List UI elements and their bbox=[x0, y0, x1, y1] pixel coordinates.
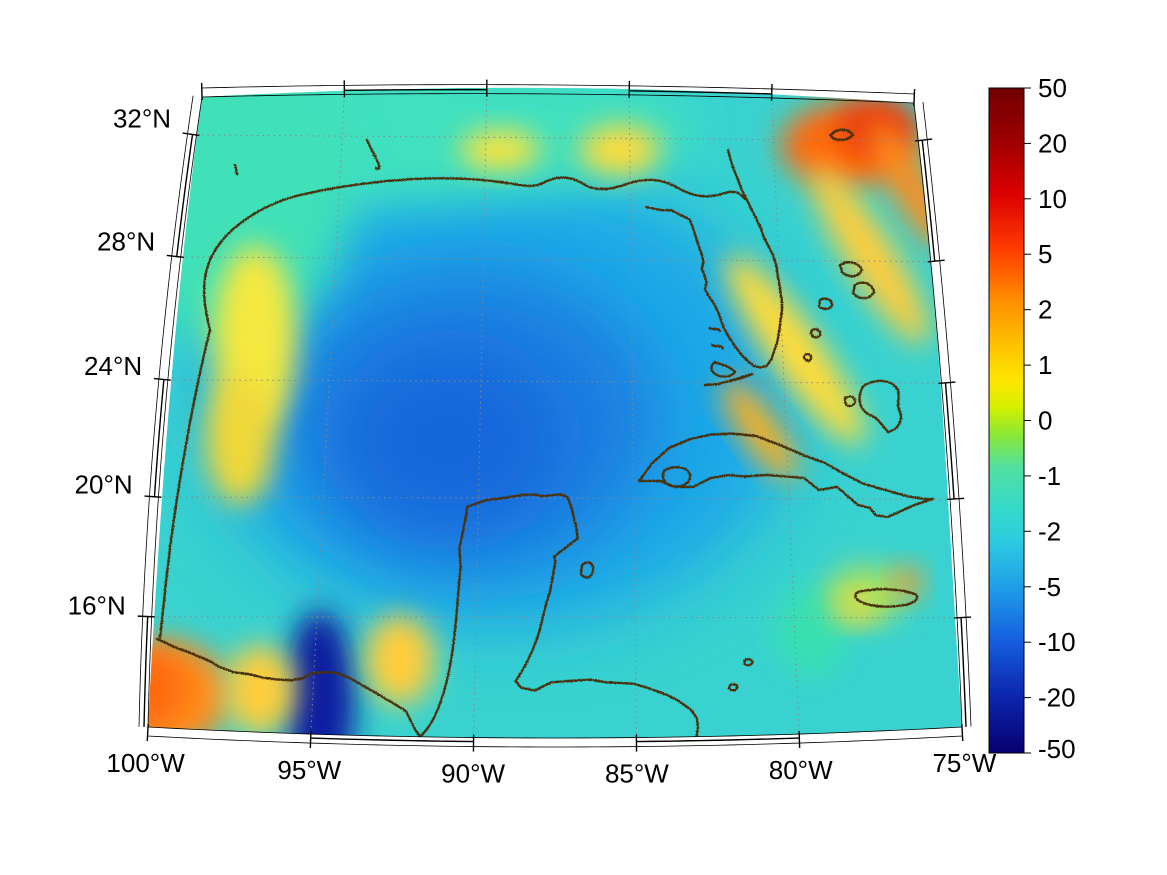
svg-text:32°N: 32°N bbox=[113, 103, 171, 133]
svg-text:90°W: 90°W bbox=[441, 759, 505, 789]
svg-text:-20: -20 bbox=[1038, 683, 1076, 713]
svg-text:5: 5 bbox=[1038, 239, 1052, 269]
svg-text:20°N: 20°N bbox=[75, 469, 133, 499]
svg-text:80°W: 80°W bbox=[769, 755, 833, 785]
svg-text:28°N: 28°N bbox=[97, 227, 155, 257]
svg-text:16°N: 16°N bbox=[68, 590, 126, 620]
svg-text:85°W: 85°W bbox=[605, 759, 669, 789]
svg-text:75°W: 75°W bbox=[932, 748, 996, 778]
svg-text:24°N: 24°N bbox=[84, 351, 142, 381]
svg-text:95°W: 95°W bbox=[277, 755, 341, 785]
svg-text:-5: -5 bbox=[1038, 572, 1061, 602]
svg-text:10: 10 bbox=[1038, 184, 1067, 214]
svg-text:20: 20 bbox=[1038, 128, 1067, 158]
svg-text:1: 1 bbox=[1038, 350, 1052, 380]
svg-text:0: 0 bbox=[1038, 406, 1052, 436]
svg-text:100°W: 100°W bbox=[106, 748, 185, 778]
svg-text:50: 50 bbox=[1038, 73, 1067, 103]
svg-text:-1: -1 bbox=[1038, 461, 1061, 491]
svg-text:2: 2 bbox=[1038, 295, 1052, 325]
svg-text:-2: -2 bbox=[1038, 516, 1061, 546]
svg-text:-10: -10 bbox=[1038, 627, 1076, 657]
svg-text:-50: -50 bbox=[1038, 734, 1076, 764]
